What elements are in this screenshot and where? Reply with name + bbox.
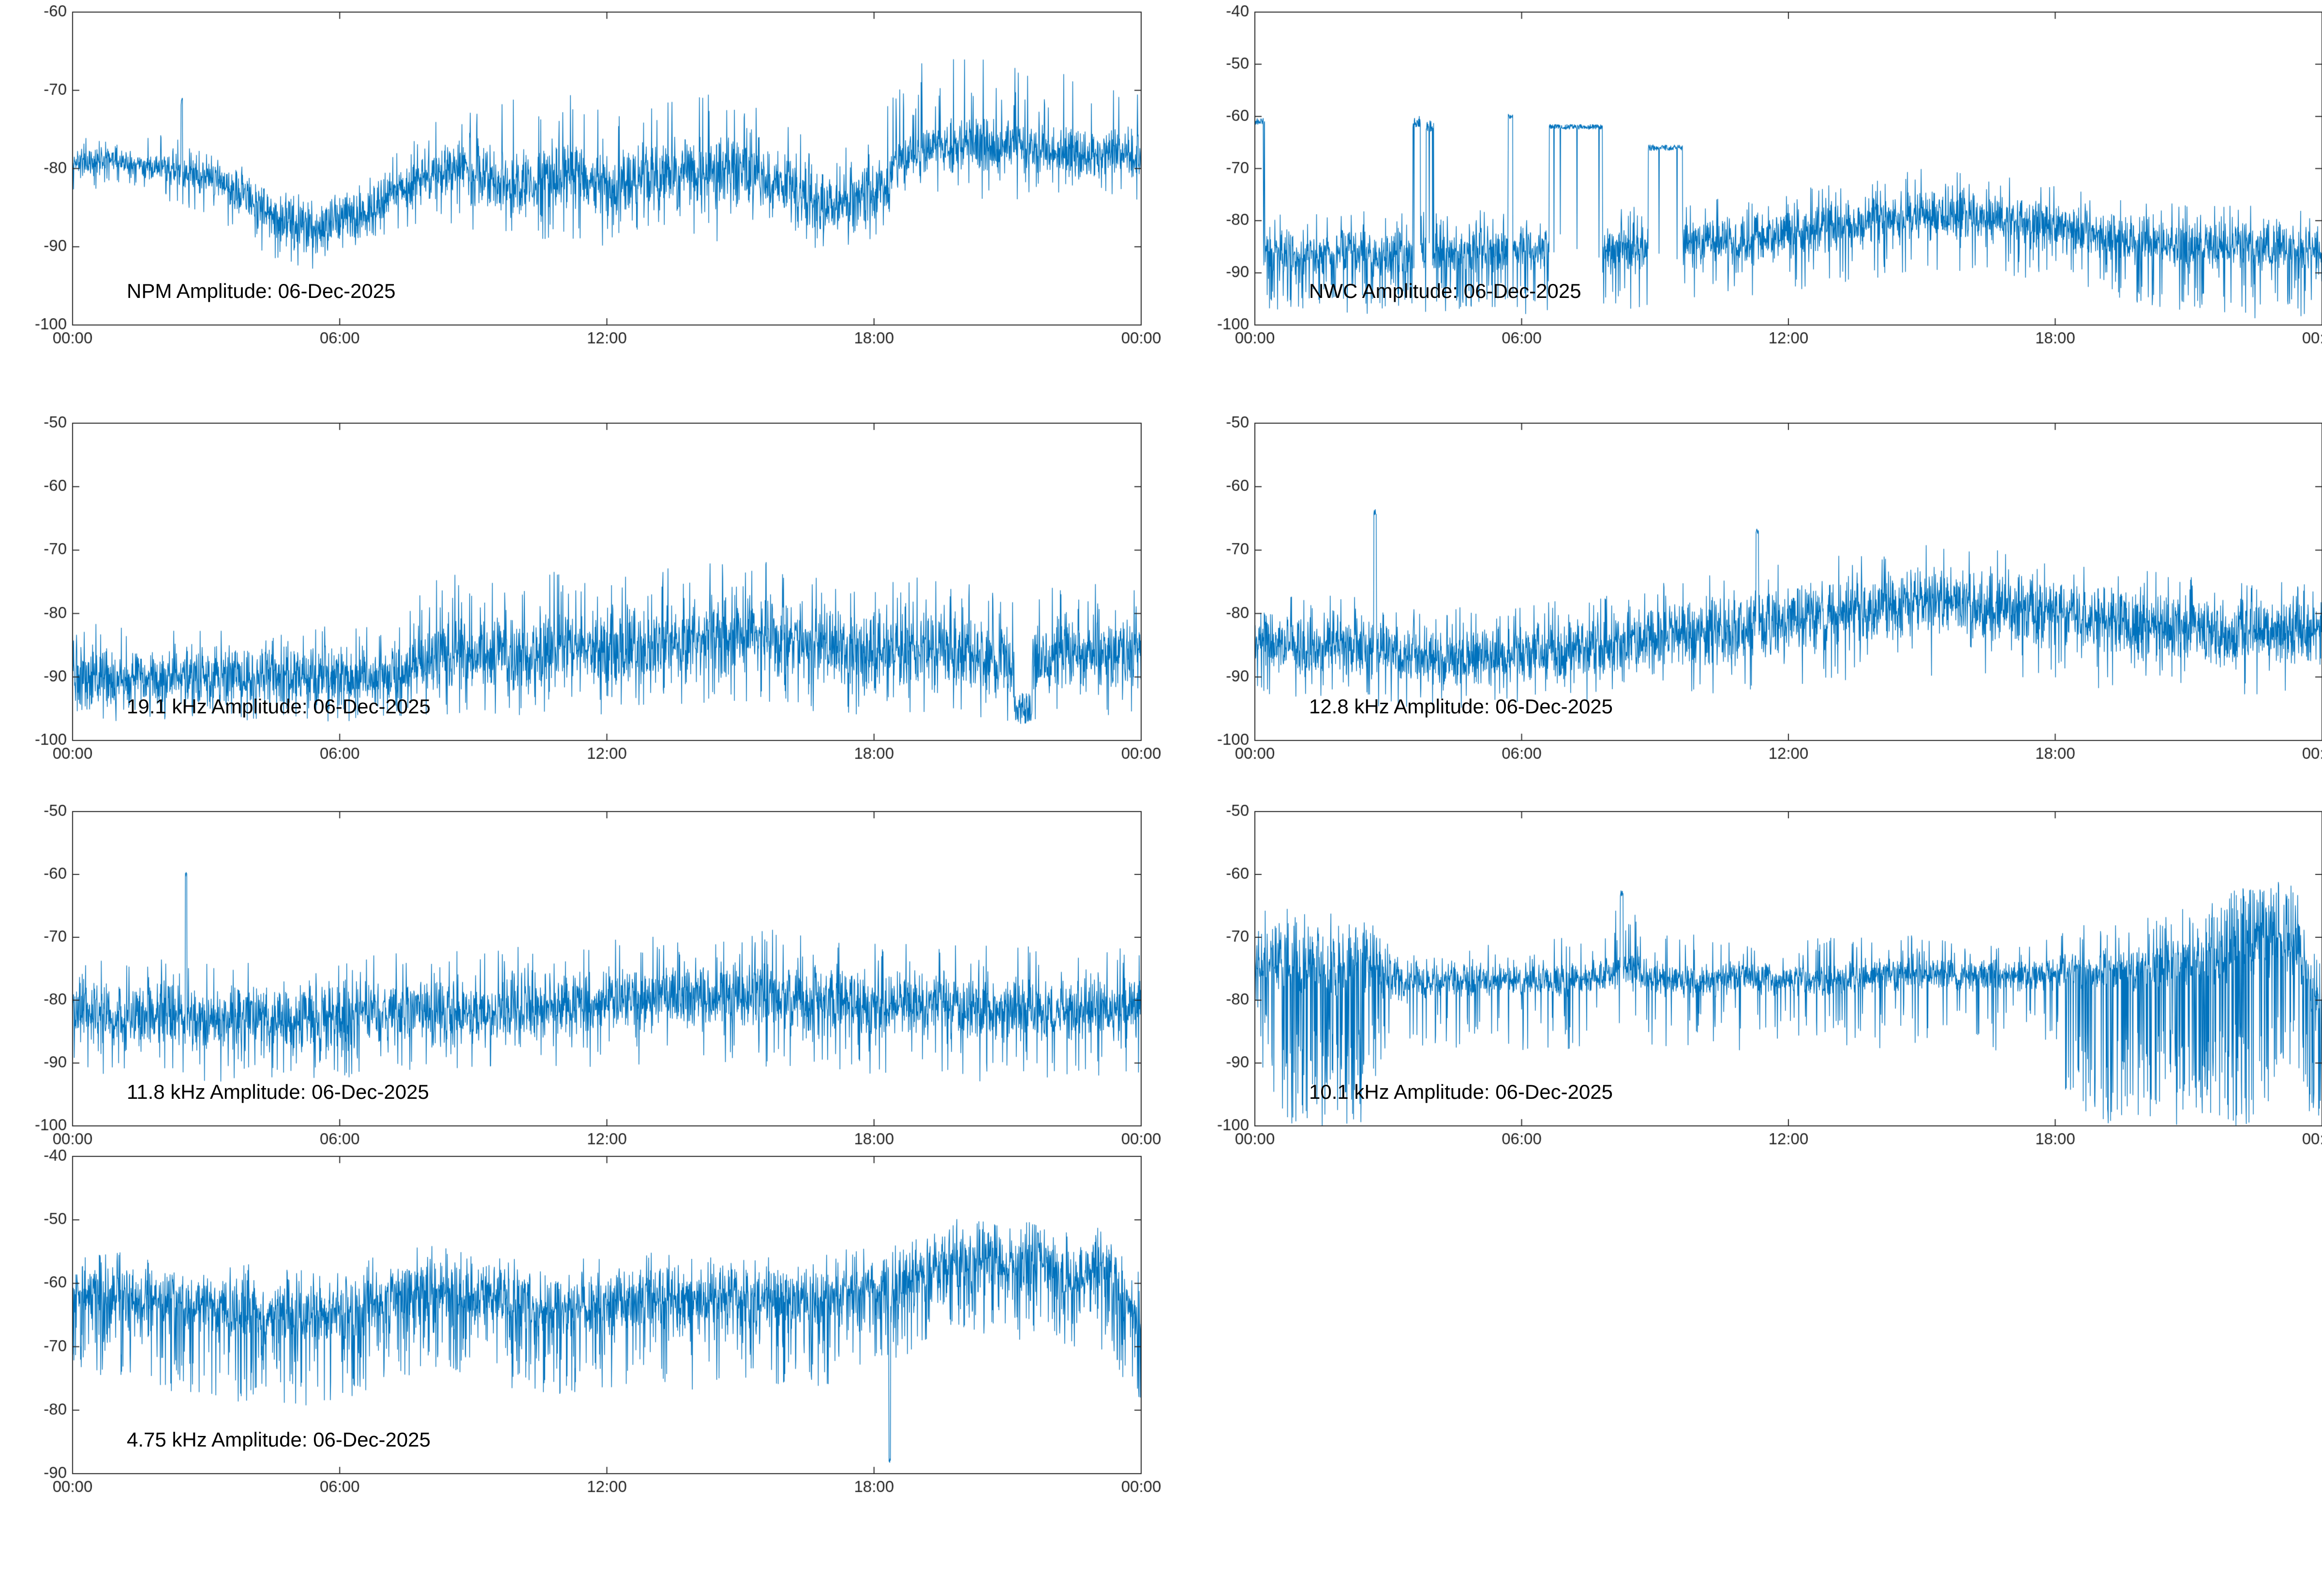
chart-label-12-8: 12.8 kHz Amplitude: 06-Dec-2025 — [1309, 695, 1613, 718]
chart-label-nwc: NWC Amplitude: 06-Dec-2025 — [1309, 280, 1581, 302]
chart-label-10-1: 10.1 kHz Amplitude: 06-Dec-2025 — [1309, 1080, 1613, 1103]
chart-label-4-75: 4.75 kHz Amplitude: 06-Dec-2025 — [127, 1428, 431, 1451]
chart-label-npm: NPM Amplitude: 06-Dec-2025 — [127, 280, 396, 302]
chart-label-11-8: 11.8 kHz Amplitude: 06-Dec-2025 — [127, 1080, 429, 1103]
chart-label-19-1: 19.1 kHz Amplitude: 06-Dec-2025 — [127, 695, 431, 718]
